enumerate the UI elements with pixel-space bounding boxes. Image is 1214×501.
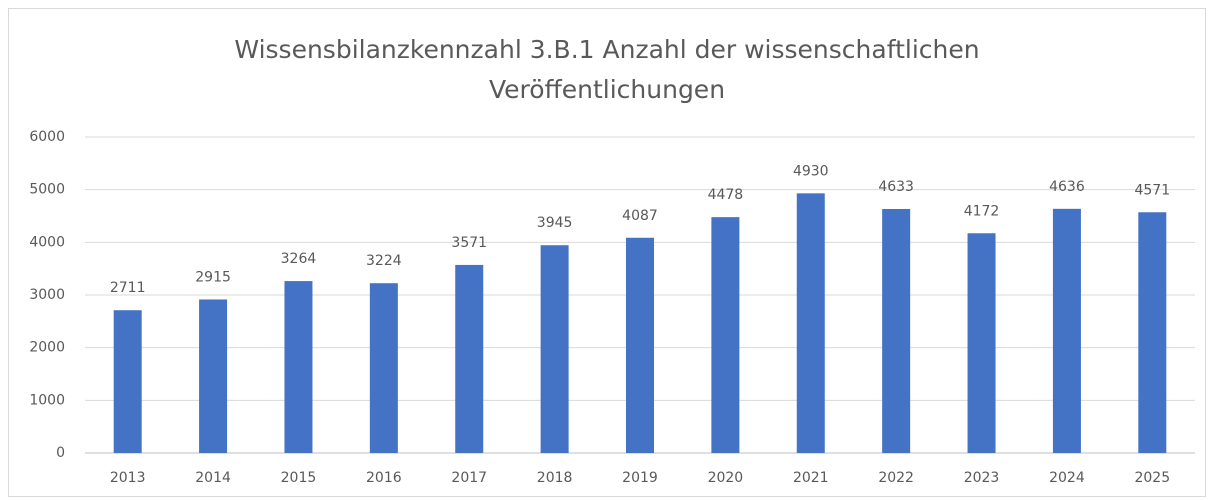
y-tick-label: 1000 — [29, 392, 65, 408]
data-label: 3571 — [451, 235, 487, 251]
bar — [113, 310, 142, 453]
x-tick-label: 2013 — [110, 470, 146, 486]
x-tick-label: 2017 — [451, 470, 487, 486]
x-tick-label: 2025 — [1134, 470, 1170, 486]
bar — [369, 283, 398, 453]
x-tick-label: 2015 — [281, 470, 317, 486]
bar — [967, 233, 996, 453]
bar — [284, 281, 313, 453]
x-tick-label: 2014 — [195, 470, 231, 486]
x-tick-label: 2020 — [708, 470, 744, 486]
data-label: 2711 — [110, 280, 146, 296]
data-label: 4478 — [708, 187, 744, 203]
x-tick-label: 2018 — [537, 470, 573, 486]
bar — [626, 237, 654, 453]
data-label: 3264 — [281, 251, 317, 267]
x-tick-label: 2021 — [793, 470, 829, 486]
y-tick-label: 6000 — [29, 129, 65, 145]
y-tick-label: 5000 — [29, 182, 65, 198]
bar — [455, 264, 484, 453]
bar — [199, 299, 228, 453]
x-tick-label: 2023 — [964, 470, 1000, 486]
x-tick-label: 2016 — [366, 470, 402, 486]
y-tick-label: 0 — [56, 445, 65, 461]
x-tick-label: 2024 — [1049, 470, 1085, 486]
data-label: 3224 — [366, 253, 402, 269]
data-label: 4930 — [793, 163, 829, 179]
data-label: 4172 — [964, 203, 1000, 219]
chart-title: Wissensbilanzkennzahl 3.B.1 Anzahl der w… — [234, 35, 980, 104]
data-label: 4633 — [878, 179, 914, 195]
data-label: 4087 — [622, 208, 658, 224]
y-tick-label: 2000 — [29, 340, 65, 356]
x-tick-label: 2022 — [878, 470, 914, 486]
bar — [540, 245, 569, 453]
bar — [882, 208, 911, 453]
data-label: 3945 — [537, 215, 573, 231]
y-tick-label: 3000 — [29, 287, 65, 303]
bar — [711, 217, 740, 453]
bar — [1138, 212, 1167, 453]
x-tick-label: 2019 — [622, 470, 658, 486]
data-label: 4571 — [1134, 182, 1170, 198]
bar — [1052, 208, 1081, 453]
data-label: 4636 — [1049, 179, 1085, 195]
y-tick-label: 4000 — [29, 234, 65, 250]
bar — [796, 193, 825, 453]
data-label: 2915 — [195, 269, 231, 285]
